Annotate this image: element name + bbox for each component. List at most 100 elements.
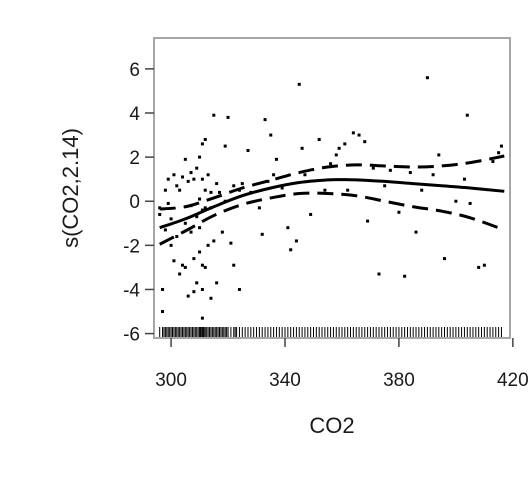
y-tick-label: 2 xyxy=(129,148,140,169)
residual-point xyxy=(289,248,293,252)
residual-point xyxy=(183,265,187,269)
plot-marks xyxy=(158,76,505,338)
residual-point xyxy=(180,263,184,267)
residual-point xyxy=(303,173,307,177)
x-tick-label: 340 xyxy=(269,370,301,391)
residual-point xyxy=(329,162,333,166)
residual-point xyxy=(220,230,224,234)
residual-point xyxy=(206,243,210,247)
residual-point xyxy=(209,190,213,194)
plot-frame xyxy=(153,37,511,339)
y-tick-label: -4 xyxy=(123,280,140,301)
residual-point xyxy=(178,188,182,192)
residual-point xyxy=(397,210,401,214)
y-tick-label: 0 xyxy=(129,192,140,213)
residual-point xyxy=(186,294,190,298)
x-axis-label: CO2 xyxy=(309,413,354,438)
residual-point xyxy=(203,265,207,269)
residual-point xyxy=(462,177,466,181)
residual-point xyxy=(186,179,190,183)
y-tick-label: 4 xyxy=(129,104,140,125)
residual-point xyxy=(200,177,204,181)
residual-point xyxy=(280,186,284,190)
residual-point xyxy=(237,287,241,291)
residual-point xyxy=(414,230,418,234)
residual-point xyxy=(491,160,495,164)
residual-point xyxy=(269,133,273,137)
residual-point xyxy=(189,171,193,175)
residual-point xyxy=(161,310,165,314)
residual-point xyxy=(163,228,167,232)
residual-point xyxy=(477,265,481,269)
residual-point xyxy=(212,113,216,117)
residual-point xyxy=(163,188,167,192)
residual-point xyxy=(371,166,375,170)
smooth-fit-line xyxy=(159,178,505,230)
residual-point xyxy=(183,221,187,225)
residual-point xyxy=(263,118,267,122)
residual-point xyxy=(454,199,458,203)
residual-point xyxy=(246,149,250,152)
residual-point xyxy=(240,182,244,186)
residual-point xyxy=(337,146,341,150)
residual-point xyxy=(192,257,196,261)
residual-point xyxy=(366,219,370,223)
residual-point xyxy=(223,144,227,148)
residual-point xyxy=(499,144,503,148)
residual-point xyxy=(192,177,196,181)
residual-point xyxy=(203,206,207,210)
residual-point xyxy=(226,115,230,119)
residual-point xyxy=(363,140,367,144)
y-tick-label: 6 xyxy=(129,60,140,81)
residual-point xyxy=(403,274,407,278)
residual-point xyxy=(497,151,501,155)
residual-point xyxy=(383,184,387,188)
residual-point xyxy=(195,215,199,219)
residual-point xyxy=(346,188,350,192)
residual-point xyxy=(257,206,261,210)
residual-point xyxy=(300,146,304,150)
residual-point xyxy=(266,179,270,183)
residual-point xyxy=(158,212,162,216)
residual-point xyxy=(166,201,170,205)
residual-point xyxy=(215,281,219,285)
residual-point xyxy=(178,272,182,276)
residual-point xyxy=(272,173,276,177)
axes: -6 -4 -2 0 2 4 6 300 340 380 420 xyxy=(123,60,528,391)
residual-point xyxy=(195,166,199,170)
upper-confidence-band xyxy=(159,154,505,211)
x-tick-label: 420 xyxy=(497,370,528,391)
x-tick-label: 380 xyxy=(383,370,415,391)
y-axis-label: s(CO2,2.14) xyxy=(58,128,83,248)
residual-point xyxy=(175,184,179,188)
residual-point xyxy=(192,290,196,294)
residual-point xyxy=(189,230,193,234)
residual-point xyxy=(388,168,392,172)
residual-point xyxy=(183,157,187,161)
residual-point xyxy=(260,232,264,236)
residual-point xyxy=(169,217,173,221)
residual-point xyxy=(482,263,486,267)
residual-point xyxy=(317,137,321,141)
residual-point xyxy=(200,287,204,291)
residual-point xyxy=(274,157,278,161)
residual-point xyxy=(357,133,361,137)
residual-point xyxy=(465,113,469,117)
residual-point xyxy=(420,188,424,192)
residual-point xyxy=(215,182,219,186)
residual-point xyxy=(198,197,202,201)
residual-point xyxy=(175,235,179,239)
residual-point xyxy=(209,296,213,300)
residual-point xyxy=(172,259,176,263)
residual-point xyxy=(203,188,207,192)
residual-point xyxy=(203,137,207,141)
y-tick-label: -6 xyxy=(123,325,140,346)
residual-point xyxy=(442,257,446,261)
residual-point xyxy=(200,316,204,320)
residual-point xyxy=(229,241,233,245)
residual-point xyxy=(200,142,204,146)
residual-point xyxy=(343,142,347,146)
residual-point xyxy=(431,173,435,177)
residual-point xyxy=(468,201,472,205)
